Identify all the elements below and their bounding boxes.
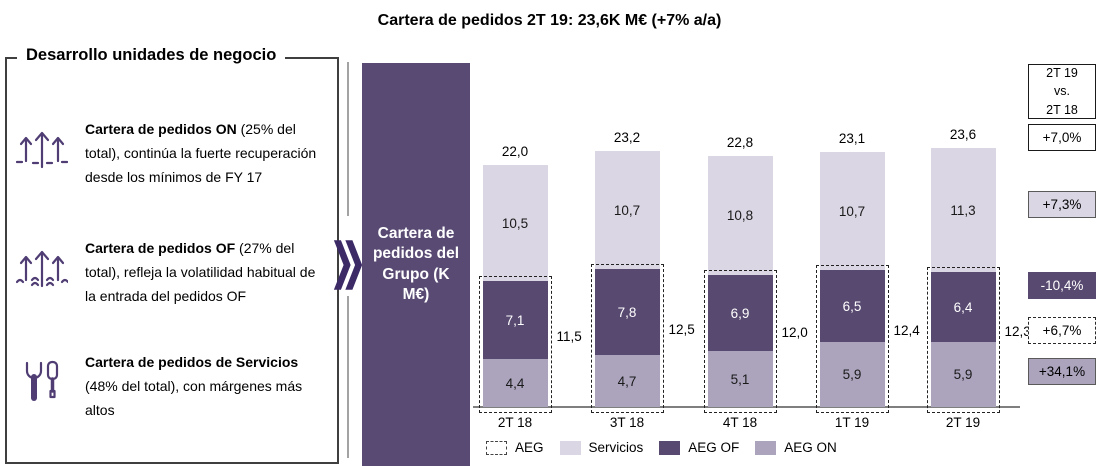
bar-total-label: 22,8 [726,135,754,150]
legend-item: AEG [486,440,544,455]
bullet-rest: (25% del total), continúa la fuerte recu… [85,121,317,185]
aeg-total-label: 12,3 [1004,324,1031,339]
bullet-cartera-of: Cartera de pedidos OF (27% del total), r… [15,236,327,308]
bullet-rest: (48% del total), con márgenes más altos [85,378,303,418]
bar-segment-aeg-of: 7,1 [482,281,548,359]
legend-swatch-icon [659,440,681,455]
aeg-dashed-outline [815,265,889,413]
bullet-lead: Cartera de pedidos ON [85,121,237,137]
legend-label: Servicios [588,440,644,455]
bar-segment-aeg-of: 6,5 [819,270,885,342]
bar-segment-servicios: 10,7 [819,152,885,270]
slide-title: Cartera de pedidos 2T 19: 23,6K M€ (+7% … [377,12,722,29]
legend-item: AEG ON [755,440,837,455]
bar-total-label: 23,1 [838,131,866,146]
offshore-turbines-icon [15,244,69,290]
bar-segment-aeg-on: 5,9 [819,342,885,407]
vertical-divider [347,296,349,458]
x-axis-label: 2T 19 [945,415,981,430]
aeg-total-label: 12,4 [893,323,920,338]
legend-swatch-icon [755,440,777,455]
bar-segment-aeg-on: 4,7 [594,355,660,407]
bar-segment-aeg-on: 5,9 [930,342,996,407]
x-axis-label: 1T 19 [834,415,870,430]
bullet-text: Cartera de pedidos OF (27% del total), r… [85,236,323,308]
double-chevron-icon [333,236,363,299]
bar-segment-servicios: 11,3 [930,148,996,272]
legend-label: AEG OF [688,440,740,455]
bar-total-label: 22,0 [501,144,529,159]
comparison-badge: -10,4% [1028,272,1096,299]
bar-total-label: 23,6 [949,127,977,142]
tools-icon [15,358,69,408]
legend-item: AEG OF [659,440,739,455]
bar-segment-aeg-of: 6,9 [707,275,773,351]
legend-label: AEG ON [784,440,837,455]
comparison-badge: +6,7% [1028,317,1096,344]
bar-total-label: 23,2 [613,130,641,145]
aeg-total-label: 11,5 [556,329,582,344]
legend-label: AEG [515,440,544,455]
x-axis-line [473,406,1020,408]
bar-segment-servicios: 10,5 [482,165,548,281]
aeg-dashed-outline [926,267,1000,413]
bullet-lead: Cartera de pedidos OF [85,240,236,256]
x-axis-label: 3T 18 [609,415,645,430]
bullet-lead: Cartera de pedidos de Servicios [85,354,299,370]
bar-segment-aeg-of: 7,8 [594,269,660,355]
bar-segment-servicios: 10,8 [707,156,773,275]
legend-swatch-icon [486,440,507,455]
panel-heading: Desarrollo unidades de negocio [17,46,286,65]
onshore-turbines-icon [15,125,69,171]
bullet-text: Cartera de pedidos de Servicios (48% del… [85,350,323,422]
comparison-header: 2T 19 vs. 2T 18 [1028,64,1096,119]
bar-segment-servicios: 10,7 [594,151,660,269]
bar-segment-aeg-on: 5,1 [707,351,773,407]
x-axis-label: 2T 18 [497,415,533,430]
chart-legend: AEG Servicios AEG OF AEG ON [486,440,837,455]
vertical-divider [347,62,349,216]
aeg-dashed-outline [478,276,552,413]
bullet-rest: (27% del total), refleja la volatilidad … [85,240,316,304]
group-backlog-banner: Cartera de pedidos del Grupo (K M€) [362,63,470,466]
comparison-badge: +7,0% [1028,124,1096,151]
bar-segment-aeg-on: 4,4 [482,359,548,407]
aeg-dashed-outline [703,270,777,413]
comparison-badge: +7,3% [1028,191,1096,218]
legend-item: Servicios [559,440,644,455]
legend-swatch-icon [559,440,581,455]
bullet-cartera-on: Cartera de pedidos ON (25% del total), c… [15,117,327,189]
aeg-total-label: 12,5 [668,322,695,337]
comparison-badge: +34,1% [1028,358,1096,385]
aeg-total-label: 12,0 [781,325,808,340]
bullet-cartera-servicios: Cartera de pedidos de Servicios (48% del… [15,350,327,422]
x-axis-label: 4T 18 [722,415,758,430]
bullet-text: Cartera de pedidos ON (25% del total), c… [85,117,323,189]
aeg-dashed-outline [590,264,664,413]
banner-label: Cartera de pedidos del Grupo (K M€) [372,224,460,303]
business-units-panel: Desarrollo unidades de negocio Cartera d… [5,46,339,464]
bar-segment-aeg-of: 6,4 [930,272,996,342]
